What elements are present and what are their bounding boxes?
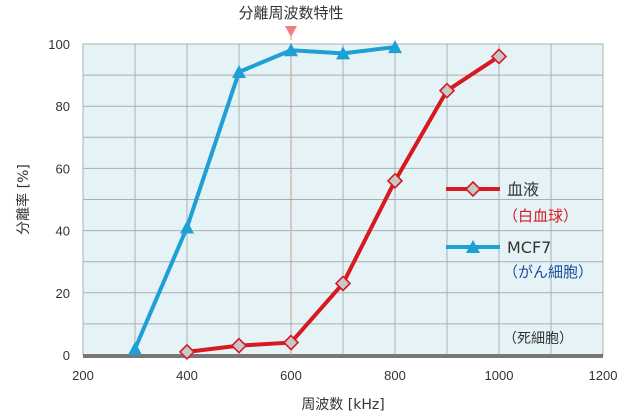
- data-point-diamond: [230, 337, 248, 354]
- y-tick-label: 60: [56, 161, 70, 176]
- data-point-diamond: [438, 82, 456, 99]
- legend-sublabel: （がん細胞）: [503, 263, 593, 281]
- y-tick-label: 20: [56, 286, 70, 301]
- series-group: [128, 40, 508, 361]
- data-point-triangle: [336, 46, 350, 60]
- x-tick-label: 200: [72, 368, 94, 383]
- legend-marker-triangle: [466, 240, 480, 253]
- x-tick-label: 600: [280, 368, 302, 383]
- legend-label: MCF7: [507, 238, 551, 257]
- data-point-diamond: [178, 343, 196, 361]
- x-tick-label: 400: [176, 368, 198, 383]
- legend: 血液 （白血球） MCF7 （がん細胞）: [446, 180, 593, 281]
- data-point-diamond: [334, 275, 352, 292]
- data-point-diamond: [386, 172, 404, 189]
- series-line: [133, 45, 396, 350]
- grid-lines: [83, 44, 603, 355]
- x-tick-label: 800: [384, 368, 406, 383]
- legend-marker-diamond: [464, 180, 482, 198]
- data-point-triangle: [232, 64, 246, 78]
- dead-cell-note: （死細胞）: [503, 331, 573, 347]
- y-tick-label: 100: [48, 37, 70, 52]
- x-tick-label: 1200: [589, 368, 618, 383]
- data-point-diamond: [282, 334, 300, 351]
- data-point-triangle: [388, 40, 402, 54]
- annotation-marker-icon: [285, 26, 297, 37]
- y-axis-label: 分離率 [%]: [15, 164, 32, 235]
- y-tick-label: 80: [56, 99, 70, 114]
- legend-sublabel: （白血球）: [503, 207, 578, 225]
- data-point-triangle: [180, 220, 194, 234]
- data-point-triangle: [128, 341, 142, 355]
- data-point-diamond: [490, 48, 508, 65]
- y-tick-label: 0: [63, 348, 70, 363]
- x-tick-label: 1000: [485, 368, 514, 383]
- y-tick-labels: 0 20 40 60 80 100: [48, 37, 70, 363]
- x-tick-labels: 200 400 600 800 1000 1200: [72, 368, 617, 383]
- legend-label: 血液: [507, 180, 539, 199]
- annotation-label: 分離周波数特性: [238, 4, 343, 22]
- x-axis-label: 周波数 [kHz]: [301, 397, 384, 413]
- data-point-triangle: [284, 43, 298, 57]
- y-tick-label: 40: [56, 224, 70, 239]
